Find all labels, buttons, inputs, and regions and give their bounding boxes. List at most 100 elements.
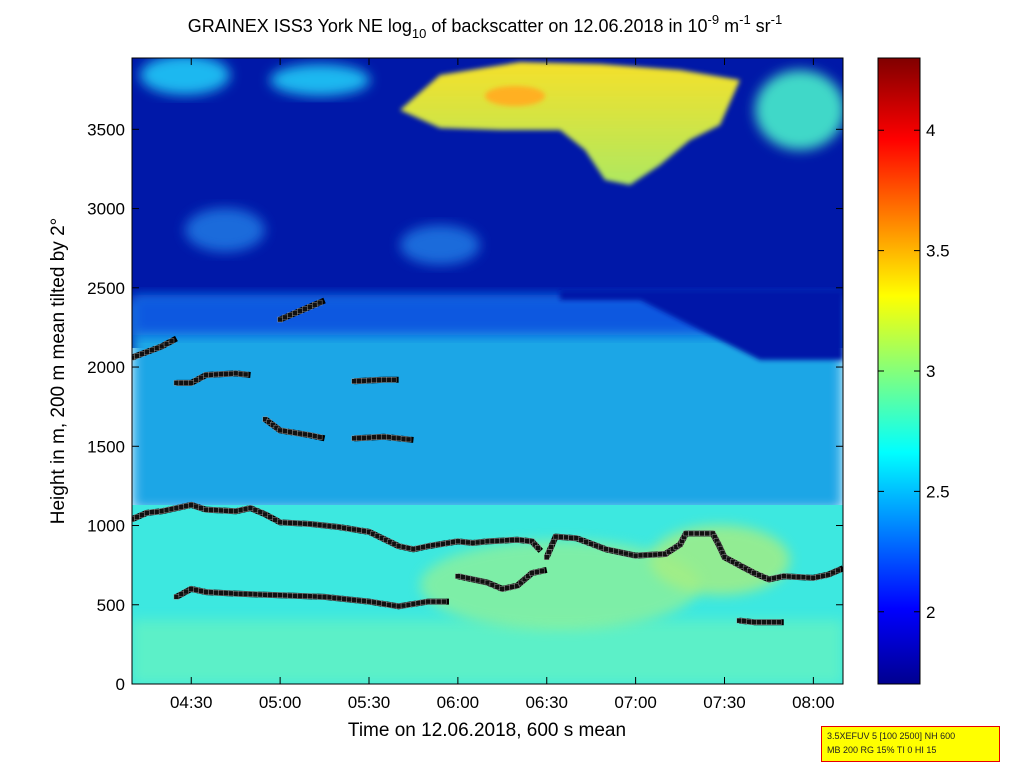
layer-point xyxy=(440,541,446,547)
layer-point xyxy=(415,600,422,606)
layer-point xyxy=(583,539,589,545)
layer-point xyxy=(376,600,382,606)
layer-point xyxy=(213,507,219,513)
x-tick-label: 06:30 xyxy=(525,693,568,712)
layer-point xyxy=(351,597,357,603)
x-tick-label: 06:00 xyxy=(437,693,480,712)
layer-point xyxy=(302,431,308,438)
scatter-patch-e xyxy=(400,225,480,265)
x-axis-label: Time on 12.06.2018, 600 s mean xyxy=(348,720,626,741)
layer-point xyxy=(371,599,377,606)
y-tick-label: 1500 xyxy=(87,437,125,456)
layer-point xyxy=(262,511,269,518)
layer-point xyxy=(361,378,367,384)
x-tick-label: 07:00 xyxy=(614,693,657,712)
layer-point xyxy=(558,534,564,540)
layer-point xyxy=(149,347,155,353)
layer-point xyxy=(489,538,496,544)
layer-point xyxy=(292,310,298,316)
layer-point xyxy=(361,435,367,441)
layer-point xyxy=(741,618,747,624)
layer-point xyxy=(632,552,639,559)
layer-point xyxy=(405,602,412,608)
layer-point xyxy=(188,586,194,592)
layer-point xyxy=(484,579,491,586)
layer-point xyxy=(400,436,407,442)
layer-point xyxy=(552,533,559,540)
layer-point xyxy=(193,503,199,510)
layer-point xyxy=(178,591,185,597)
colorbar-tick-label: 3.5 xyxy=(926,242,950,261)
layer-point xyxy=(307,432,313,438)
layer-point xyxy=(287,520,293,526)
x-tick-label: 05:00 xyxy=(259,693,302,712)
layer-point xyxy=(158,508,165,514)
layer-point xyxy=(232,370,239,377)
layer-point xyxy=(499,537,506,544)
layer-point xyxy=(242,506,249,512)
layer-point xyxy=(795,574,802,580)
x-tick-label: 05:30 xyxy=(348,693,391,712)
layer-point xyxy=(573,535,580,541)
layer-point xyxy=(287,429,293,435)
layer-point xyxy=(158,343,165,350)
layer-point xyxy=(410,601,417,607)
layer-point xyxy=(262,592,269,598)
layer-point xyxy=(139,351,145,357)
layer-point xyxy=(277,592,283,598)
layer-point xyxy=(228,508,234,514)
layer-point xyxy=(455,538,461,545)
layer-point xyxy=(297,593,303,599)
y-axis-label: Height in m, 200 m mean tilted by 2° xyxy=(48,218,69,524)
layer-point xyxy=(203,372,209,378)
layer-point xyxy=(514,537,520,543)
layer-point xyxy=(766,576,772,583)
layer-point xyxy=(267,514,273,520)
layer-point xyxy=(395,435,402,442)
layer-point xyxy=(257,509,264,516)
layer-point xyxy=(642,552,649,558)
layer-point xyxy=(455,573,461,579)
layer-point xyxy=(529,538,535,545)
layer-point xyxy=(356,597,362,604)
layer-point xyxy=(356,435,362,441)
layer-point xyxy=(524,538,530,544)
layer-point xyxy=(525,573,531,579)
layer-point xyxy=(252,591,259,598)
layer-point xyxy=(178,504,185,510)
layer-point xyxy=(287,312,293,318)
layer-point xyxy=(183,588,190,595)
x-tick-label: 07:30 xyxy=(703,693,746,712)
surface-green-patch xyxy=(420,540,700,630)
layer-point xyxy=(267,592,273,598)
layer-point xyxy=(771,619,777,625)
layer-point xyxy=(390,602,397,609)
layer-point xyxy=(800,574,807,580)
layer-point xyxy=(277,427,283,434)
layer-point xyxy=(688,530,695,537)
chart-title: GRAINEX ISS3 York NE log10 of backscatte… xyxy=(188,12,782,41)
layer-point xyxy=(465,539,471,546)
layer-point xyxy=(168,338,175,344)
layer-point xyxy=(469,576,476,583)
layer-point xyxy=(282,428,288,434)
y-tick-label: 3500 xyxy=(87,120,125,139)
layer-point xyxy=(534,569,540,575)
layer-point xyxy=(405,545,412,551)
layer-point xyxy=(193,587,199,593)
layer-point xyxy=(188,502,194,508)
layer-point xyxy=(232,508,239,514)
layer-point xyxy=(381,601,387,607)
layer-point xyxy=(386,434,392,440)
layer-point xyxy=(361,528,367,534)
layer-point xyxy=(316,299,323,306)
layer-point xyxy=(208,507,214,513)
layer-point xyxy=(366,434,372,441)
layer-point xyxy=(514,583,520,589)
layer-point xyxy=(356,527,362,533)
layer-point xyxy=(544,554,550,560)
elevated-cloud xyxy=(400,62,740,185)
layer-point xyxy=(287,592,293,599)
layer-point xyxy=(277,519,283,526)
